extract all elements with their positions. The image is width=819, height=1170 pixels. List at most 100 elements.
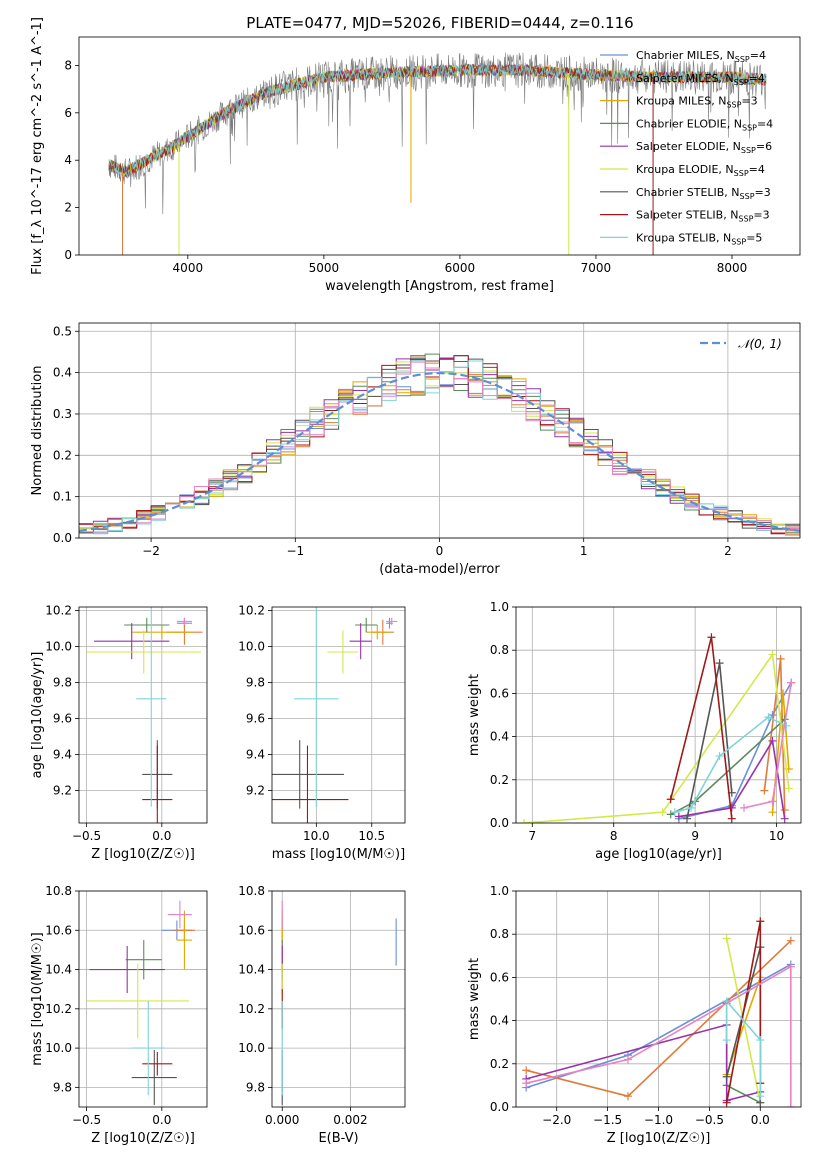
axes-frame xyxy=(271,606,406,824)
x-tick-label: 6000 xyxy=(445,261,476,275)
y-tick-label: 0.2 xyxy=(490,773,509,787)
legend-main: Chabrier STELIB, N xyxy=(636,186,740,199)
y-tick-label: 6 xyxy=(64,106,72,120)
weight-point-marker xyxy=(727,814,736,823)
panel-weight-vs-Z: −2.0 −1.5 −1.0 −0.5 0.0 0.0 0.2 0.4 0.6 0.8 1.0 Z [… xyxy=(467,884,802,1146)
weight-point-marker xyxy=(666,810,675,819)
figure-title: PLATE=0477, MJD=52026, FIBERID=0444, z=0… xyxy=(246,14,633,32)
legend-main: Kroupa STELIB, N xyxy=(636,231,731,244)
x-axis-label: (data-model)/error xyxy=(379,562,500,577)
legend-tail: =4 xyxy=(757,117,773,130)
x-tick-label: 4000 xyxy=(173,261,204,275)
weight-point-marker xyxy=(756,1036,765,1045)
x-tick-label: 0 xyxy=(436,544,444,558)
gaussian-curve xyxy=(79,371,800,532)
x-tick-label: −1.0 xyxy=(644,1113,673,1127)
legend-main: Chabrier ELODIE, N xyxy=(636,117,742,130)
y-tick-label: 9.6 xyxy=(246,712,265,726)
x-tick-label: 0.002 xyxy=(333,1113,367,1127)
model-spectrum xyxy=(108,63,767,178)
y-tick-label: 0.4 xyxy=(490,1014,509,1028)
plot-area xyxy=(522,917,795,1107)
y-axis-label: mass weight xyxy=(467,958,482,1040)
x-tick-label: −1 xyxy=(286,544,304,558)
weight-point-marker xyxy=(786,936,795,945)
y-tick-label: 0.5 xyxy=(53,324,72,338)
weight-point-marker xyxy=(768,650,777,659)
axes-frame xyxy=(78,36,801,256)
weight-point-marker xyxy=(764,713,773,722)
y-axis-label: age [log10(age/yr)] xyxy=(30,652,45,779)
weight-series-line xyxy=(524,652,790,823)
y-tick-label: 10.0 xyxy=(45,1041,72,1055)
y-tick-label: 9.2 xyxy=(246,784,265,798)
legend-entry: Salpeter STELIB, NSSP=3 xyxy=(636,209,770,224)
x-axis-label: E(B-V) xyxy=(318,1131,358,1146)
x-axis-label: wavelength [Angstrom, rest frame] xyxy=(325,279,554,294)
y-tick-label: 8 xyxy=(64,58,72,72)
x-tick-label: 2 xyxy=(724,544,732,558)
x-tick-label: 7 xyxy=(528,829,536,843)
y-tick-label: 9.8 xyxy=(53,1080,72,1094)
y-tick-label: 9.8 xyxy=(53,676,72,690)
weight-point-marker xyxy=(768,808,777,817)
x-tick-label: −2.0 xyxy=(542,1113,571,1127)
plot-area xyxy=(272,607,398,823)
weight-point-marker xyxy=(740,803,748,812)
plot-area xyxy=(108,52,767,255)
legend-main: Chabrier MILES, N xyxy=(636,49,735,62)
plot-area xyxy=(520,633,796,823)
weight-point-marker xyxy=(787,678,796,687)
axes-frame xyxy=(515,606,802,824)
legend-entry: Chabrier ELODIE, NSSP=4 xyxy=(636,117,773,132)
y-tick-label: 9.8 xyxy=(246,1080,265,1094)
weight-point-marker xyxy=(786,1103,795,1107)
weight-point-marker xyxy=(722,1098,731,1107)
y-tick-label: 0.2 xyxy=(53,448,72,462)
legend-sub: SSP xyxy=(740,192,755,201)
weight-point-marker xyxy=(760,786,769,795)
weight-series-line xyxy=(669,637,733,819)
weight-point-marker xyxy=(756,917,765,926)
y-tick-label: 10.2 xyxy=(45,1002,72,1016)
y-tick-label: 0.0 xyxy=(490,816,509,830)
legend-main: Salpeter ELODIE, N xyxy=(636,140,741,153)
y-tick-label: 9.6 xyxy=(53,712,72,726)
x-tick-label: 8000 xyxy=(717,261,748,275)
y-tick-label: 0.1 xyxy=(53,490,72,504)
axes-frame xyxy=(78,890,208,1108)
legend-entry: Chabrier STELIB, NSSP=3 xyxy=(636,186,771,201)
y-tick-label: 0.4 xyxy=(490,730,509,744)
legend-tail: =5 xyxy=(746,231,762,244)
weight-point-marker xyxy=(768,797,777,806)
axes-frame xyxy=(78,606,208,824)
y-tick-label: 10.8 xyxy=(45,884,72,898)
x-axis-label: Z [log10(Z/Z☉)] xyxy=(607,1131,711,1146)
weight-point-marker xyxy=(727,803,736,812)
plot-area xyxy=(86,607,203,823)
legend-tail: =3 xyxy=(753,209,769,222)
weight-point-marker xyxy=(786,962,795,971)
plot-area xyxy=(86,900,195,1106)
y-tick-label: 1.0 xyxy=(490,600,509,614)
y-axis-label: Flux [f_λ 10^-17 erg cm^-2 s^-1 A^-1] xyxy=(30,17,45,275)
weight-point-marker xyxy=(658,808,667,817)
legend-entry: Chabrier MILES, NSSP=4 xyxy=(636,49,766,64)
axes-frame xyxy=(78,322,801,539)
legend-tail: =6 xyxy=(756,140,772,153)
y-tick-label: 10.0 xyxy=(238,1041,265,1055)
weight-point-marker xyxy=(670,808,679,817)
legend-main: Kroupa ELODIE, N xyxy=(636,163,734,176)
legend-sub: SSP xyxy=(734,169,749,178)
panel-weight-vs-age: 7 8 9 10 0.0 0.2 0.4 0.6 0.8 1.0 age [log10(age/yr… xyxy=(467,600,802,862)
weight-point-marker xyxy=(779,689,788,698)
panel-mass-vs-ebv: 0.000 0.002 9.8 10.0 10.2 10.4 10.6 10.8 E(B-V) xyxy=(238,884,406,1146)
y-tick-label: 10.2 xyxy=(45,604,72,618)
legend-entry: Kroupa MILES, NSSP=3 xyxy=(636,95,758,110)
y-tick-label: 10.2 xyxy=(238,1002,265,1016)
x-tick-label: 0.0 xyxy=(152,1113,171,1127)
x-axis-label: mass [log10(M/M☉)] xyxy=(272,847,405,862)
y-tick-label: 9.4 xyxy=(246,748,265,762)
x-tick-label: −2 xyxy=(142,544,160,558)
plot-area xyxy=(281,900,397,1106)
